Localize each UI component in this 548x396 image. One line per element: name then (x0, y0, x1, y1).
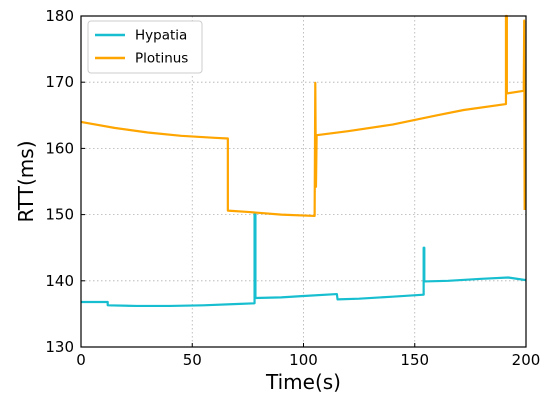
series-lines (80, 14, 527, 308)
x-tick-label: 200 (512, 351, 541, 369)
legend-label-hypatia: Hypatia (135, 28, 187, 44)
y-axis-label: RTT(ms) (14, 140, 38, 222)
y-tick-label: 130 (45, 338, 74, 356)
y-tick-label: 180 (45, 7, 74, 25)
axis-ticks: 0 50 100 150 200 130 140 150 160 170 180 (45, 7, 540, 369)
x-tick-label: 50 (183, 351, 202, 369)
y-tick-label: 140 (45, 272, 74, 290)
x-tick-label: 0 (76, 351, 86, 369)
x-tick-label: 150 (400, 351, 429, 369)
legend: Hypatia Plotinus (87, 20, 203, 74)
x-tick-label: 100 (289, 351, 318, 369)
legend-label-plotinus: Plotinus (135, 51, 188, 67)
x-axis-label: Time(s) (265, 370, 341, 394)
series-line-plotinus (80, 14, 526, 218)
series-line-hypatia (81, 212, 527, 308)
y-tick-label: 150 (45, 206, 74, 224)
y-tick-label: 160 (45, 139, 74, 157)
y-tick-label: 170 (45, 73, 74, 91)
